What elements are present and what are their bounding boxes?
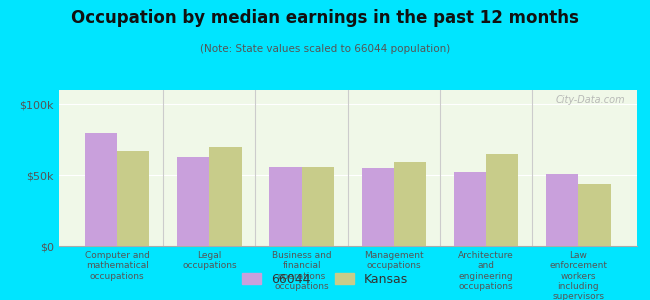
Bar — [177, 157, 209, 246]
Bar — [361, 168, 394, 246]
Legend: 66044, Kansas: 66044, Kansas — [237, 268, 413, 291]
Bar — [84, 133, 117, 246]
Bar — [454, 172, 486, 246]
Bar — [117, 151, 150, 246]
Bar — [578, 184, 611, 246]
Bar — [394, 162, 426, 246]
Text: Occupation by median earnings in the past 12 months: Occupation by median earnings in the pas… — [71, 9, 579, 27]
Bar — [546, 174, 578, 246]
Bar — [269, 167, 302, 246]
Bar — [302, 167, 334, 246]
Text: (Note: State values scaled to 66044 population): (Note: State values scaled to 66044 popu… — [200, 44, 450, 53]
Bar — [486, 154, 519, 246]
Text: City-Data.com: City-Data.com — [556, 95, 625, 105]
Bar — [209, 147, 242, 246]
